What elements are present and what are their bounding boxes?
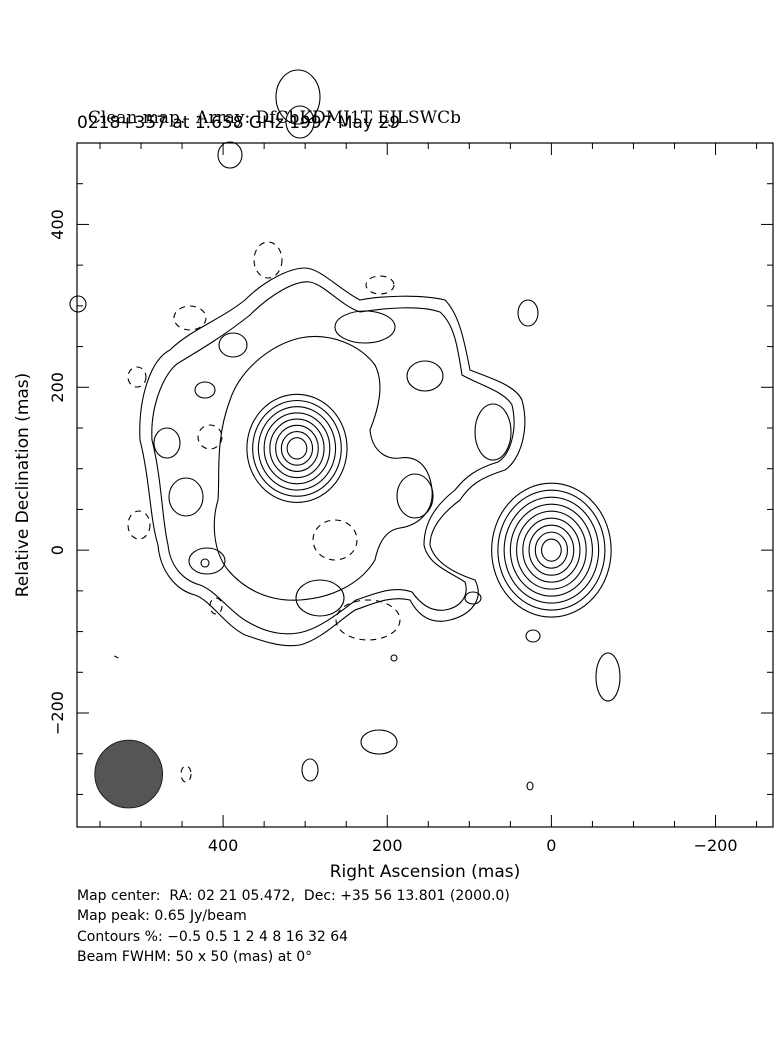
component-B-contour [257, 406, 337, 491]
negative-contour [209, 597, 223, 615]
positive-contour-blob [194, 381, 216, 399]
component-A-contour [522, 517, 581, 583]
positive-contour-blob [218, 332, 248, 358]
positive-contour-blob [474, 403, 512, 461]
ring-contour-outer [139, 267, 526, 647]
positive-contour-blob [390, 654, 398, 662]
negative-contour [253, 241, 283, 279]
beam-fwhm-text: Beam FWHM: 50 x 50 (mas) at 0° [77, 949, 313, 965]
map-center-text: Map center: RA: 02 21 05.472, Dec: +35 5… [77, 888, 510, 904]
component-B-contour [252, 399, 342, 497]
positive-contour-blob [360, 729, 398, 755]
positive-contour-blob [200, 558, 210, 568]
negative-contour [127, 366, 147, 388]
map-peak-text: Map peak: 0.65 Jy/beam [77, 908, 247, 924]
positive-contour-blob [168, 477, 204, 517]
positive-contour-blob [275, 69, 321, 125]
x-tick-label: −200 [694, 836, 738, 855]
speck-contour [114, 655, 119, 659]
negative-contour [335, 599, 401, 641]
negative-contour [127, 510, 151, 540]
ring-inner-boundary [213, 336, 433, 601]
positive-contour-blob [464, 591, 482, 605]
component-A-contour [528, 524, 575, 576]
negative-contour [365, 275, 395, 295]
component-A-contour [509, 503, 593, 597]
y-axis-label: Relative Declination (mas) [13, 373, 33, 598]
x-tick-label: 0 [546, 836, 556, 855]
negative-contour [180, 765, 192, 783]
component-B-contour [280, 430, 314, 466]
positive-contour-blob [285, 105, 315, 139]
negative-contour [197, 424, 223, 450]
ring-contour-mid [151, 281, 515, 635]
positive-contour-blob [153, 427, 181, 459]
component-B-contour [246, 393, 348, 503]
positive-contour-blob [406, 360, 444, 392]
negative-contour [173, 305, 207, 331]
x-tick-label: 400 [208, 836, 239, 855]
positive-contour-blob [217, 141, 243, 169]
plot-subtitle: 0218+357 at 1.658 GHz 1997 May 29 [77, 113, 401, 133]
component-B-contour [263, 412, 331, 485]
y-tick-label: −200 [48, 691, 67, 735]
positive-contour-blob [69, 295, 87, 313]
positive-contour-blob [396, 473, 434, 519]
positive-contour-blob [301, 758, 319, 782]
component-A-contour [516, 510, 587, 590]
positive-contour-blob [525, 629, 541, 643]
component-A-contour [497, 489, 606, 611]
beam-ellipse [94, 739, 164, 809]
component-B-contour [269, 418, 325, 479]
positive-contour-blob [188, 547, 226, 575]
contours-text: Contours %: −0.5 0.5 1 2 4 8 16 32 64 [77, 929, 349, 945]
component-A-contour [534, 531, 569, 569]
positive-contour-blob [595, 652, 621, 702]
component-B-contour [275, 424, 319, 472]
positive-contour-blob [295, 579, 345, 617]
plot-frame [76, 142, 774, 828]
y-tick-label: 200 [48, 372, 67, 403]
positive-contour-blob [517, 299, 539, 327]
x-tick-label: 200 [372, 836, 403, 855]
negative-contour [312, 519, 358, 561]
positive-contour-blob [334, 310, 396, 344]
component-A-contour [540, 538, 562, 562]
y-tick-label: 0 [48, 545, 67, 555]
component-A-contour [503, 496, 600, 604]
x-axis-label: Right Ascension (mas) [330, 862, 521, 882]
positive-contour-blob [526, 781, 534, 791]
y-tick-label: 400 [48, 209, 67, 240]
component-A-contour [491, 482, 612, 618]
component-B-contour [286, 437, 308, 460]
title-prefix: Clean map. [87, 108, 186, 128]
